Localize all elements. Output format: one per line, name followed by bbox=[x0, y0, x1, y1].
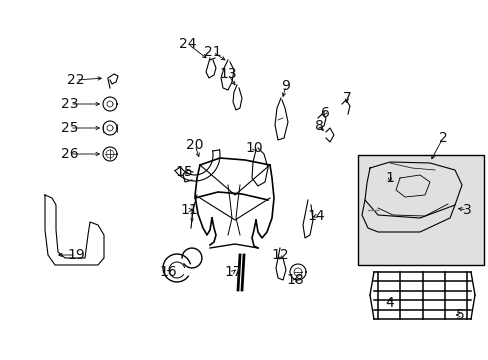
Text: 2: 2 bbox=[438, 131, 447, 145]
Text: 11: 11 bbox=[180, 203, 198, 217]
Text: 17: 17 bbox=[224, 265, 242, 279]
Text: 4: 4 bbox=[385, 296, 393, 310]
Text: 10: 10 bbox=[244, 141, 262, 155]
Text: 1: 1 bbox=[385, 171, 394, 185]
Text: 9: 9 bbox=[281, 79, 290, 93]
Text: 19: 19 bbox=[67, 248, 85, 262]
Text: 21: 21 bbox=[204, 45, 222, 59]
Text: 18: 18 bbox=[285, 273, 303, 287]
Text: 13: 13 bbox=[219, 67, 236, 81]
Text: 23: 23 bbox=[61, 97, 79, 111]
Text: 12: 12 bbox=[271, 248, 288, 262]
Text: 26: 26 bbox=[61, 147, 79, 161]
FancyBboxPatch shape bbox=[357, 155, 483, 265]
Text: 3: 3 bbox=[462, 203, 470, 217]
Text: 20: 20 bbox=[186, 138, 203, 152]
Text: 16: 16 bbox=[159, 265, 177, 279]
Text: 22: 22 bbox=[67, 73, 84, 87]
Text: 24: 24 bbox=[179, 37, 196, 51]
Text: 14: 14 bbox=[306, 209, 324, 223]
Text: 25: 25 bbox=[61, 121, 79, 135]
Text: 15: 15 bbox=[175, 165, 192, 179]
Text: 7: 7 bbox=[342, 91, 351, 105]
Text: 6: 6 bbox=[320, 106, 329, 120]
Text: 5: 5 bbox=[455, 308, 464, 322]
Text: 8: 8 bbox=[314, 119, 323, 133]
